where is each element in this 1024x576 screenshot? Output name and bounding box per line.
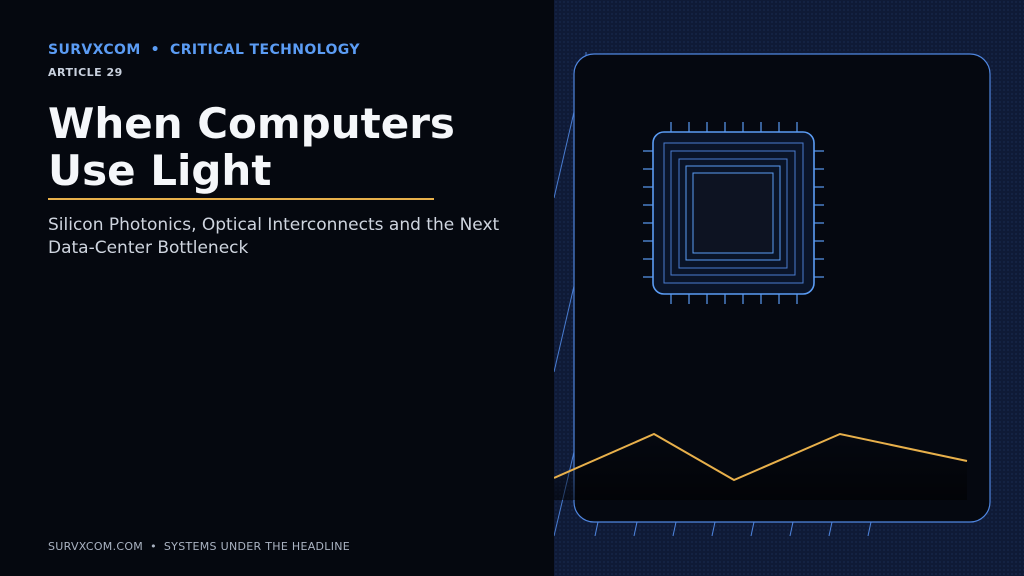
footer-separator: • xyxy=(150,540,157,553)
footer-tagline: SYSTEMS UNDER THE HEADLINE xyxy=(163,540,351,553)
text-panel: SURVXCOM • CRITICAL TECHNOLOGY ARTICLE 29 … xyxy=(48,42,500,553)
chip-icon xyxy=(652,131,815,295)
light-beam xyxy=(554,285,575,373)
kicker: SURVXCOM • CRITICAL TECHNOLOGY xyxy=(48,42,360,58)
light-beam xyxy=(554,111,575,199)
article-number: ARTICLE 29 xyxy=(48,66,123,79)
kicker-separator: • xyxy=(150,42,161,58)
title-underline xyxy=(48,198,434,200)
subtitle: Silicon Photonics, Optical Interconnects… xyxy=(48,215,500,258)
waveform-shadow xyxy=(554,434,967,500)
signal-waveform xyxy=(554,432,968,482)
chip-pins xyxy=(643,122,824,304)
chip-illustration xyxy=(554,52,991,537)
section-name: CRITICAL TECHNOLOGY xyxy=(170,42,360,58)
page-title: When Computers Use Light xyxy=(48,99,455,195)
brand-name: SURVXCOM xyxy=(48,42,141,58)
footer-site: SURVXCOM.COM xyxy=(48,540,144,553)
bottom-ticks xyxy=(594,521,872,537)
footer: SURVXCOM.COM • SYSTEMS UNDER THE HEADLINE xyxy=(48,540,350,553)
